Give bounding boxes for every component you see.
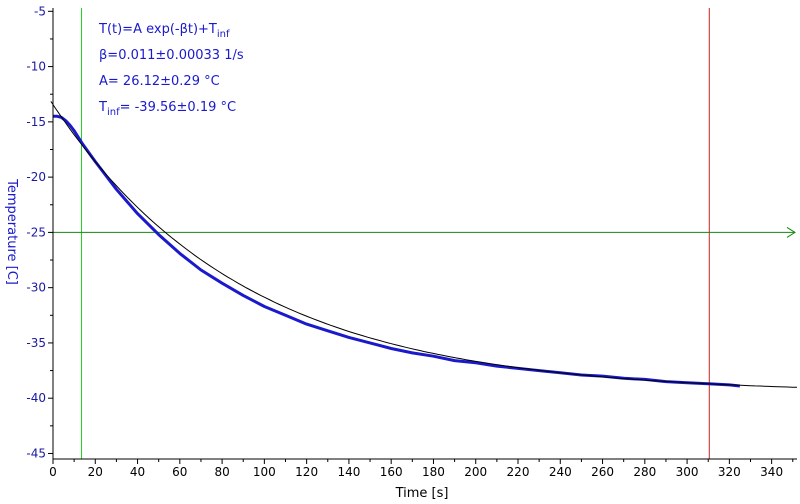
x-tick-label: 140	[337, 465, 360, 479]
cursor-horizontal-arrow	[786, 226, 796, 238]
fit-curve-line	[50, 101, 798, 388]
axis-layer	[52, 8, 797, 460]
y-tick-label: -10	[26, 60, 46, 74]
x-tick-label: 40	[130, 465, 145, 479]
x-tick-label: 320	[718, 465, 741, 479]
x-tick-label: 100	[253, 465, 276, 479]
y-tick-label: -45	[26, 446, 46, 460]
x-tick-label: 120	[295, 465, 318, 479]
x-tick-label: 60	[172, 465, 187, 479]
y-tick-label: -5	[34, 4, 46, 18]
ticks-layer: 0 20 40 60 80 100 120 140 160 180 200 220 240 260 280 3…	[26, 4, 794, 479]
y-axis-title: Temperature [C]	[4, 178, 19, 285]
x-tick-label: 160	[380, 465, 403, 479]
x-tick-label: 180	[422, 465, 445, 479]
y-tick-label: -40	[26, 391, 46, 405]
x-tick-label: 220	[507, 465, 530, 479]
x-tick-label: 200	[464, 465, 487, 479]
x-tick-label: 20	[88, 465, 103, 479]
x-tick-label: 80	[214, 465, 229, 479]
fit-tinf: Tinf= -39.56±0.19 °C	[98, 100, 236, 118]
fit-formula: T(t)=A exp(-βt)+Tinf	[98, 22, 230, 40]
fit-beta: β=0.011±0.00033 1/s	[99, 48, 244, 63]
y-tick-label: -30	[26, 281, 46, 295]
x-tick-label: 260	[591, 465, 614, 479]
y-tick-label: -25	[26, 225, 46, 239]
x-tick-label: 280	[633, 465, 656, 479]
y-tick-label: -20	[26, 170, 46, 184]
x-tick-label: 240	[549, 465, 572, 479]
plot-layer	[50, 8, 798, 459]
x-axis-title: Time [s]	[395, 486, 449, 501]
x-tick-label: 340	[760, 465, 783, 479]
fit-amplitude: A= 26.12±0.29 °C	[99, 74, 220, 89]
fit-annotation: T(t)=A exp(-βt)+Tinf β=0.011±0.00033 1/s…	[98, 22, 244, 118]
x-tick-label: 300	[676, 465, 699, 479]
y-tick-label: -15	[26, 115, 46, 129]
x-tick-label: 0	[49, 465, 57, 479]
y-tick-label: -35	[26, 336, 46, 350]
